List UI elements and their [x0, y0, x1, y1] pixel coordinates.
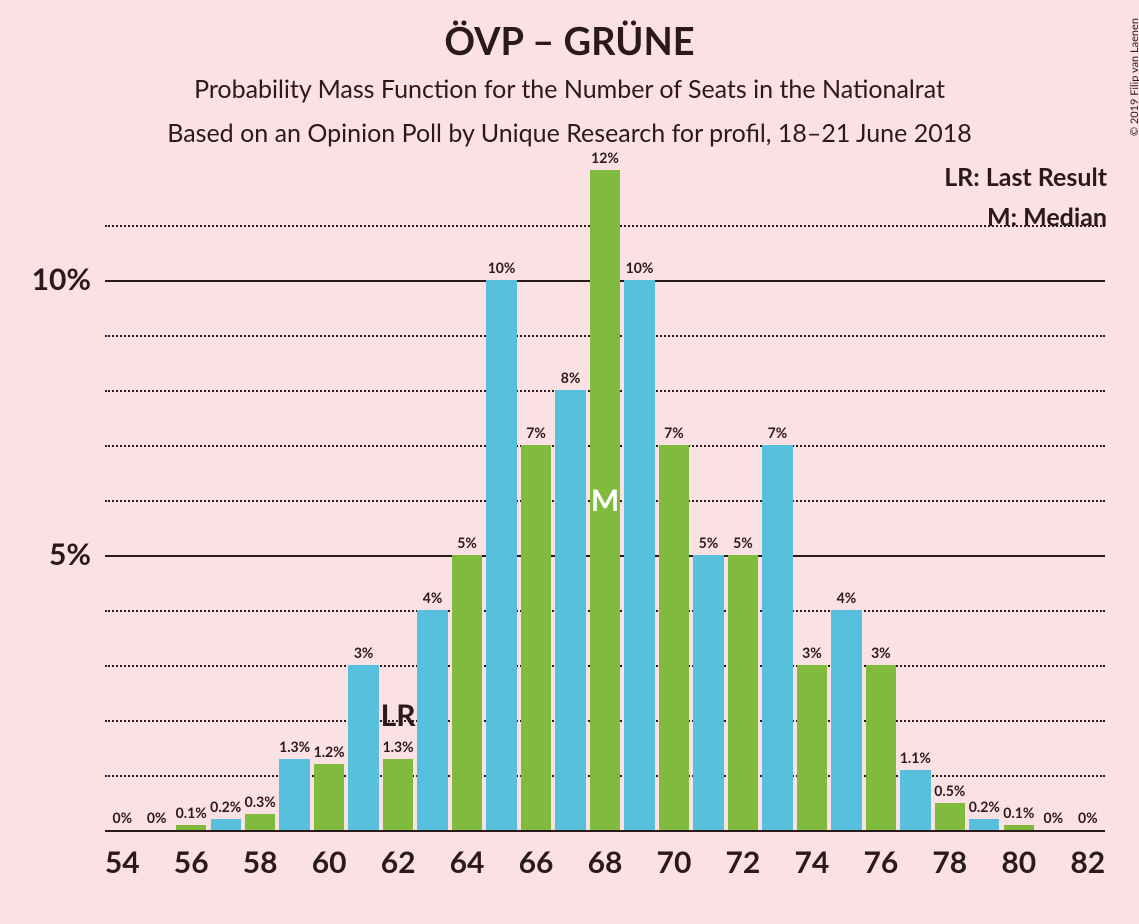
bar: [279, 759, 309, 831]
gridline-major: [105, 830, 1105, 832]
bar: [383, 759, 413, 831]
bar-value-label: 3%: [340, 644, 388, 661]
bar-value-label: 8%: [547, 369, 595, 386]
x-axis-tick-label: 72: [713, 844, 773, 880]
bar: [624, 280, 654, 830]
bar: [659, 445, 689, 830]
x-axis-tick-label: 78: [920, 844, 980, 880]
x-axis-tick-label: 54: [92, 844, 152, 880]
marker-last-result: LR: [368, 697, 428, 733]
bar: [555, 390, 585, 830]
marker-median: M: [580, 482, 630, 518]
bar-value-label: 0%: [1064, 809, 1112, 826]
y-axis-tick-label: 10%: [0, 261, 91, 297]
bar: [176, 825, 206, 831]
bar-value-label: 10%: [478, 259, 526, 276]
x-axis-tick-label: 82: [1058, 844, 1118, 880]
x-axis-tick-label: 60: [299, 844, 359, 880]
bar-value-label: 3%: [857, 644, 905, 661]
chart-canvas: ÖVP – GRÜNE Probability Mass Function for…: [0, 0, 1139, 924]
bar-value-label: 7%: [650, 424, 698, 441]
x-axis-tick-label: 66: [506, 844, 566, 880]
bar: [969, 819, 999, 830]
bar-value-label: 1.2%: [305, 743, 353, 760]
chart-title: ÖVP – GRÜNE: [0, 18, 1139, 64]
bar: [762, 445, 792, 830]
bar-value-label: 1.3%: [374, 738, 422, 755]
x-axis-tick-label: 68: [575, 844, 635, 880]
x-axis-tick-label: 74: [782, 844, 842, 880]
bar-value-label: 3%: [788, 644, 836, 661]
bar: [728, 555, 758, 830]
x-axis-tick-label: 62: [368, 844, 428, 880]
x-axis-tick-label: 70: [644, 844, 704, 880]
x-axis-tick-label: 56: [161, 844, 221, 880]
bar: [452, 555, 482, 830]
x-axis-tick-label: 80: [989, 844, 1049, 880]
plot-area: 0%0%0.1%0.2%0.3%1.3%1.2%3%1.3%4%5%10%7%8…: [105, 170, 1105, 830]
bar-value-label: 4%: [822, 589, 870, 606]
bar: [245, 814, 275, 831]
bar: [866, 665, 896, 830]
bar: [693, 555, 723, 830]
x-axis-tick-label: 64: [437, 844, 497, 880]
bar: [831, 610, 861, 830]
bar-value-label: 7%: [753, 424, 801, 441]
chart-subtitle-2: Based on an Opinion Poll by Unique Resea…: [0, 118, 1139, 148]
bar-value-label: 1.1%: [891, 749, 939, 766]
copyright-text: © 2019 Filip van Laenen: [1128, 18, 1139, 136]
bar-value-label: 0.3%: [236, 793, 284, 810]
bar: [521, 445, 551, 830]
bar: [797, 665, 827, 830]
bar: [314, 764, 344, 830]
bar: [211, 819, 241, 830]
chart-subtitle-1: Probability Mass Function for the Number…: [0, 74, 1139, 104]
bar: [486, 280, 516, 830]
bar-value-label: 5%: [719, 534, 767, 551]
bar-value-label: 5%: [443, 534, 491, 551]
x-axis-tick-label: 76: [851, 844, 911, 880]
bar-value-label: 10%: [615, 259, 663, 276]
bar-value-label: 4%: [409, 589, 457, 606]
bar-value-label: 0.5%: [926, 782, 974, 799]
x-axis-tick-label: 58: [230, 844, 290, 880]
y-axis-tick-label: 5%: [0, 536, 91, 572]
bar-value-label: 7%: [512, 424, 560, 441]
bar: [900, 770, 930, 831]
bar-value-label: 12%: [581, 149, 629, 166]
